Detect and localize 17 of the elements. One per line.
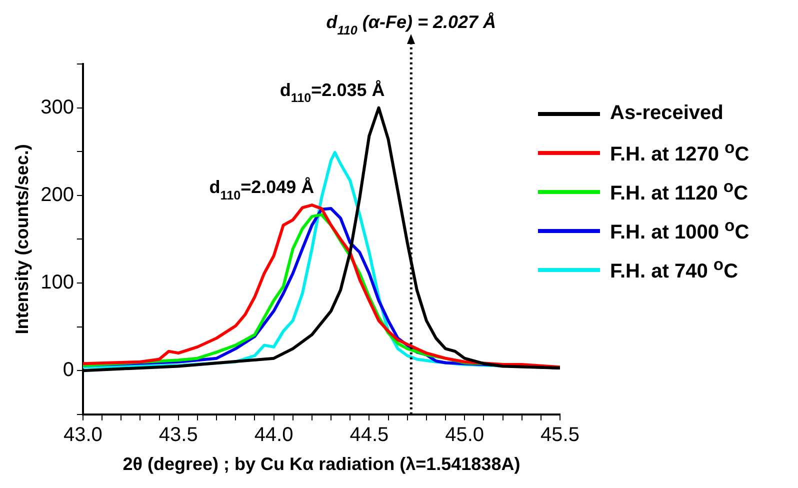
legend-label: F.H. at 1000 $^{o}$C — [610, 216, 750, 245]
y-tick-label: 200 — [40, 184, 74, 206]
x-tick-label: 44.5 — [350, 424, 389, 446]
x-tick-label: 43.5 — [158, 424, 198, 446]
legend-label: As-received — [610, 102, 724, 125]
y-tick-label: 0 — [62, 359, 74, 382]
legend-label: F.H. at 1120 $^{o}$C — [610, 177, 748, 206]
x-tick-label: 44.0 — [254, 424, 294, 446]
x-axis-title: 2θ (degree) ; by Cu Kα radiation (λ=1.541838A) — [122, 454, 520, 474]
y-axis-title: Intensity (counts/sec.) — [12, 144, 32, 334]
x-tick-label: 45.0 — [445, 424, 484, 446]
legend-label: F.H. at 740 $^{o}$C — [610, 255, 738, 284]
y-tick-label: 100 — [40, 272, 74, 294]
x-tick-label: 45.5 — [540, 424, 580, 446]
legend-label: F.H. at 1270 $^{o}$C — [610, 138, 750, 167]
y-tick-label: 300 — [40, 96, 74, 118]
x-tick-label: 43.0 — [64, 424, 102, 446]
